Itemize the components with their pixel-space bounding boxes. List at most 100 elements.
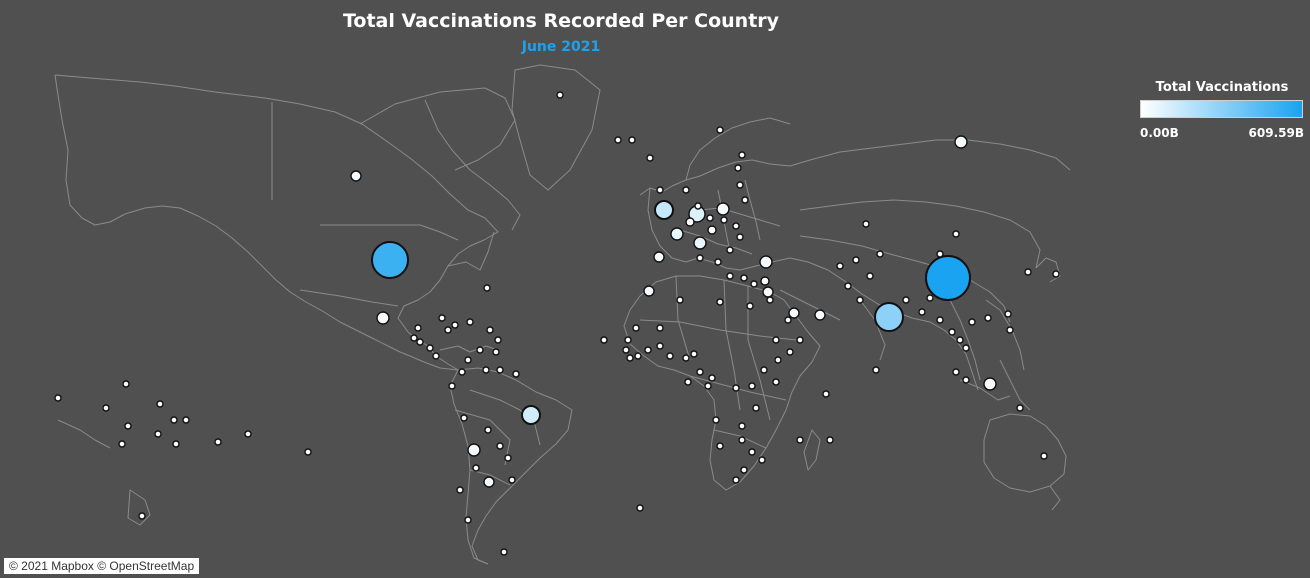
country-marker[interactable] bbox=[732, 476, 740, 484]
country-marker[interactable] bbox=[748, 448, 756, 456]
country-marker[interactable] bbox=[696, 368, 704, 376]
country-marker[interactable] bbox=[708, 374, 716, 382]
country-marker[interactable] bbox=[948, 328, 956, 336]
country-marker[interactable] bbox=[814, 309, 826, 321]
country-marker[interactable] bbox=[714, 258, 722, 266]
country-marker[interactable] bbox=[1006, 326, 1014, 334]
map-attribution[interactable]: © 2021 Mapbox © OpenStreetMap bbox=[4, 558, 200, 574]
country-marker[interactable] bbox=[1040, 452, 1048, 460]
country-marker[interactable] bbox=[632, 324, 640, 332]
country-marker[interactable] bbox=[690, 350, 698, 358]
country-marker[interactable] bbox=[154, 430, 162, 438]
country-marker[interactable] bbox=[836, 262, 844, 270]
country-marker[interactable] bbox=[925, 255, 971, 301]
country-marker[interactable] bbox=[172, 440, 180, 448]
country-marker[interactable] bbox=[1024, 268, 1032, 276]
country-marker[interactable] bbox=[716, 298, 724, 306]
country-marker[interactable] bbox=[734, 164, 742, 172]
country-marker[interactable] bbox=[448, 382, 456, 390]
country-marker[interactable] bbox=[416, 338, 424, 346]
country-marker[interactable] bbox=[738, 151, 746, 159]
country-marker[interactable] bbox=[644, 346, 652, 354]
country-marker[interactable] bbox=[956, 336, 964, 344]
country-marker[interactable] bbox=[740, 466, 748, 474]
country-marker[interactable] bbox=[746, 302, 754, 310]
country-marker[interactable] bbox=[170, 416, 178, 424]
country-marker[interactable] bbox=[741, 196, 749, 204]
country-marker[interactable] bbox=[696, 254, 704, 262]
country-marker[interactable] bbox=[483, 476, 495, 488]
country-marker[interactable] bbox=[954, 135, 968, 149]
country-marker[interactable] bbox=[414, 324, 422, 332]
country-marker[interactable] bbox=[774, 356, 782, 364]
country-marker[interactable] bbox=[653, 251, 665, 263]
country-marker[interactable] bbox=[918, 308, 926, 316]
country-marker[interactable] bbox=[772, 336, 780, 344]
country-marker[interactable] bbox=[614, 136, 622, 144]
country-marker[interactable] bbox=[684, 378, 692, 386]
country-marker[interactable] bbox=[676, 296, 684, 304]
country-marker[interactable] bbox=[760, 366, 768, 374]
country-marker[interactable] bbox=[496, 366, 504, 374]
country-marker[interactable] bbox=[643, 285, 655, 297]
country-marker[interactable] bbox=[952, 368, 960, 376]
country-marker[interactable] bbox=[876, 250, 884, 258]
country-marker[interactable] bbox=[656, 342, 664, 350]
country-marker[interactable] bbox=[716, 202, 730, 216]
country-marker[interactable] bbox=[738, 436, 746, 444]
country-marker[interactable] bbox=[460, 414, 468, 422]
country-marker[interactable] bbox=[852, 256, 860, 264]
country-marker[interactable] bbox=[866, 272, 874, 280]
country-marker[interactable] bbox=[772, 378, 780, 386]
country-marker[interactable] bbox=[512, 370, 520, 378]
country-marker[interactable] bbox=[636, 504, 644, 512]
country-marker[interactable] bbox=[716, 126, 724, 134]
country-marker[interactable] bbox=[656, 186, 664, 194]
country-marker[interactable] bbox=[796, 436, 804, 444]
country-marker[interactable] bbox=[496, 442, 504, 450]
country-marker[interactable] bbox=[748, 382, 756, 390]
country-marker[interactable] bbox=[796, 336, 804, 344]
country-marker[interactable] bbox=[482, 366, 490, 374]
country-marker[interactable] bbox=[476, 346, 484, 354]
country-marker[interactable] bbox=[693, 236, 707, 250]
country-marker[interactable] bbox=[670, 227, 684, 241]
country-marker[interactable] bbox=[464, 356, 472, 364]
country-marker[interactable] bbox=[1004, 310, 1012, 318]
country-marker[interactable] bbox=[624, 336, 632, 344]
country-marker[interactable] bbox=[214, 438, 222, 446]
country-marker[interactable] bbox=[504, 454, 512, 462]
country-marker[interactable] bbox=[732, 222, 740, 230]
country-marker[interactable] bbox=[712, 416, 720, 424]
country-marker[interactable] bbox=[926, 294, 934, 302]
country-marker[interactable] bbox=[706, 214, 714, 222]
country-marker[interactable] bbox=[472, 464, 480, 472]
country-marker[interactable] bbox=[784, 316, 792, 324]
country-marker[interactable] bbox=[182, 416, 190, 424]
country-marker[interactable] bbox=[983, 377, 997, 391]
country-marker[interactable] bbox=[984, 314, 992, 322]
country-marker[interactable] bbox=[856, 296, 864, 304]
country-marker[interactable] bbox=[682, 186, 690, 194]
country-marker[interactable] bbox=[872, 366, 880, 374]
country-marker[interactable] bbox=[371, 241, 409, 279]
country-marker[interactable] bbox=[451, 321, 459, 329]
country-marker[interactable] bbox=[521, 405, 541, 425]
country-marker[interactable] bbox=[752, 404, 760, 412]
country-marker[interactable] bbox=[694, 202, 702, 210]
country-marker[interactable] bbox=[952, 230, 960, 238]
country-marker[interactable] bbox=[626, 354, 634, 362]
country-marker[interactable] bbox=[736, 181, 744, 189]
country-marker[interactable] bbox=[410, 334, 418, 342]
country-marker[interactable] bbox=[646, 154, 654, 162]
country-marker[interactable] bbox=[628, 136, 636, 144]
country-marker[interactable] bbox=[1016, 404, 1024, 412]
country-marker[interactable] bbox=[244, 430, 252, 438]
country-marker[interactable] bbox=[844, 282, 852, 290]
country-marker[interactable] bbox=[788, 307, 800, 319]
country-marker[interactable] bbox=[492, 348, 500, 356]
country-marker[interactable] bbox=[426, 344, 434, 352]
country-marker[interactable] bbox=[156, 400, 164, 408]
country-marker[interactable] bbox=[484, 426, 492, 434]
